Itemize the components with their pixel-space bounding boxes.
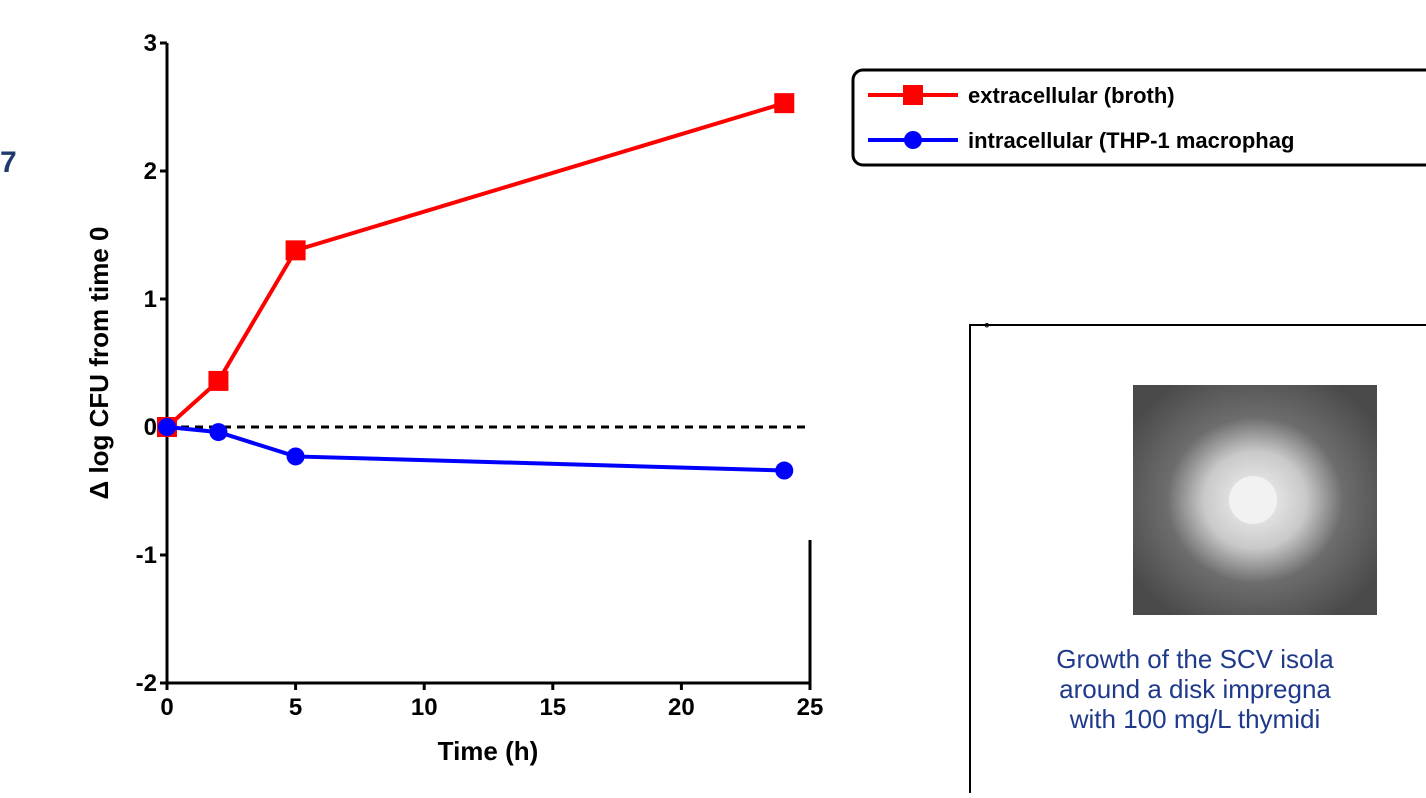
x-tick-label: 25 — [797, 694, 824, 721]
y-tick-label: -1 — [136, 542, 157, 569]
x-axis-label: Time (h) — [438, 736, 539, 766]
caption-line: with 100 mg/L thymidi — [1069, 704, 1320, 734]
marker — [775, 461, 794, 480]
series-line — [165, 101, 785, 429]
marker — [286, 447, 305, 466]
x-tick-label: 5 — [289, 694, 302, 721]
x-tick-label: 10 — [411, 694, 438, 721]
caption-line: Growth of the SCV isola — [1056, 644, 1334, 674]
legend-box — [851, 68, 1426, 167]
x-tick-label: 0 — [160, 694, 173, 721]
legend-label: extracellular (broth) — [968, 83, 1175, 108]
marker — [774, 93, 795, 114]
y-tick-label: 2 — [144, 158, 157, 185]
marker — [904, 131, 922, 149]
marker — [158, 418, 176, 436]
side-text: 7 — [0, 146, 17, 179]
y-tick-label: -2 — [136, 670, 157, 697]
legend: extracellular (broth) intracellular (THP-… — [851, 68, 1426, 167]
x-tick-label: 15 — [539, 694, 566, 721]
x-tick-label: 20 — [668, 694, 695, 721]
marker — [208, 370, 229, 391]
caption-line: around a disk impregna — [1059, 674, 1331, 704]
degree-mark: ° — [984, 320, 990, 336]
image-panel: ° — [969, 320, 1426, 798]
legend-label: intracellular (THP-1 macrophag — [968, 128, 1294, 153]
marker — [903, 85, 923, 105]
series-line — [166, 425, 785, 473]
y-tick-label: 3 — [144, 30, 157, 57]
disk — [1229, 476, 1277, 524]
marker — [209, 423, 228, 442]
marker — [285, 240, 306, 261]
y-tick-label: 0 — [144, 414, 157, 441]
y-axis-label: Δ log CFU from time 0 — [84, 227, 114, 500]
y-tick-label: 1 — [144, 286, 157, 313]
